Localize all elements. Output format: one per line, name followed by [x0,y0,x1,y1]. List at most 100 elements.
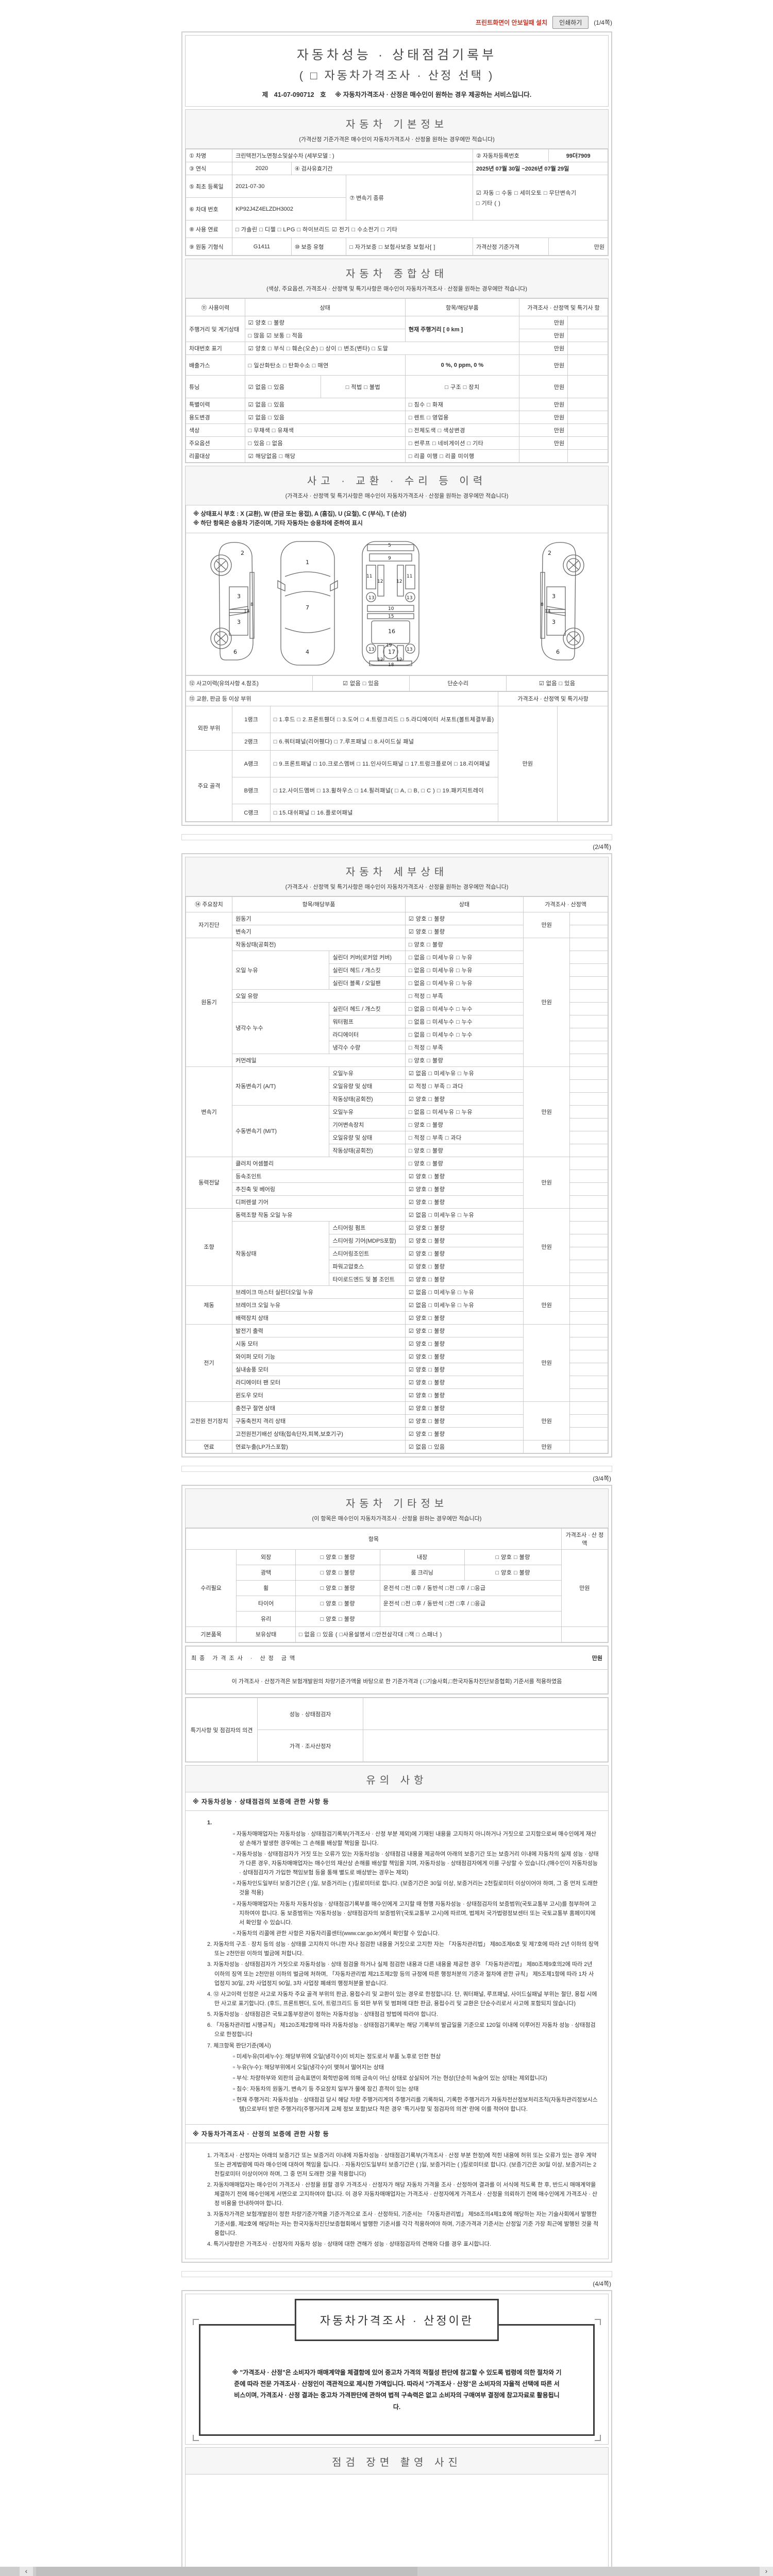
status-cell: ☑ 없음 □ 있음 [244,411,406,424]
note-cell [567,423,608,437]
base-price-cell: 만원 [548,238,608,256]
etc-title: 자동차 기타정보 [345,1498,448,1510]
notice-subtitle-2: ※ 자동차가격조사 · 산정의 보증에 관한 사항 등 [186,2124,608,2143]
status-cell: ☑ 양호 □ 불량 [405,1233,524,1247]
basic-title: 자동차 기본정보 [345,119,448,130]
horizontal-scrollbar[interactable]: ‹ › [0,2567,773,2576]
transmission-options-line1: ☑ 자동 □ 수동 □ 세미오토 □ 무단변속기 [476,190,577,196]
status-cell: ☑ 양호 □ 불량 [405,1092,524,1106]
note-cell [569,1053,608,1067]
panel-number: 6 [233,649,237,655]
panel-number: 4 [306,649,309,655]
status-cell: ☑ 없음 □ 있음 [405,1439,524,1453]
item-cell: 작동상태 [232,1221,330,1286]
item-cell: 연료누출(LP가스포함) [232,1439,406,1453]
scroll-left-arrow-icon[interactable]: ‹ [20,2567,33,2576]
page-marker-3: (3/4쪽) [593,1475,611,1482]
opinion-table: 특기사항 및 점검자의 의견 성능 · 상태점검자 가격 · 조사산정자 [185,1698,609,1762]
sub-item-cell: 실린더 블록 / 오일팬 [329,976,406,990]
scrollbar-thumb[interactable] [36,2567,417,2576]
note-cell [569,1014,608,1028]
final-price-block: 최종 가격조사 · 산정 금액 만원 이 가격조사 · 산정가격은 보험개발원의… [185,1645,609,1695]
status-cell: □ 있음 □ 없음 [244,436,406,450]
opinion-inspector-cell [362,1698,609,1731]
transmission-options-line2: □ 기타 ( ) [476,200,501,207]
note-cell [569,1040,608,1054]
rank-cell: C랭크 [232,803,271,822]
col-header: 가격조사 · 산정액 및 특기사항 [498,691,608,706]
panel-number: 6 [556,649,560,655]
note-cell [569,1272,608,1286]
overall-header: 자동차 종합상태 (색상, 주요옵션, 가격조사 · 산정액 및 특기사항은 매… [186,259,608,298]
note-cell [569,1182,608,1196]
corner-mark-icon [193,2434,199,2441]
status-cell: □ 1.후드 □ 2.프론트휀더 □ 3.도어 □ 4.트렁크리드 □ 5.라디… [270,705,499,733]
status-cell: ☑ 양호 □ 불량 [405,1324,524,1337]
notice-block: 유의 사항 ※ 자동차성능 · 상태점검의 보증에 관한 사항 등 1. ▫ 자… [185,1765,609,2259]
status-cell: □ 없음 □ 미세누유 □ 누유 [405,963,524,977]
price-cell [561,1626,609,1642]
sub-item-cell: 작동상태(공회전) [329,1092,406,1106]
status-cell: □ 양호 □ 불량 [295,1595,380,1612]
row-label: 단순수리 [409,675,507,691]
sub-item-cell: 스티어링 펌프 [329,1221,406,1234]
doc-no-prefix: 제 [262,91,268,98]
car-diagram: 2 3 3 8 14 6 1 7 4 5 9 11 11 12 [186,533,608,675]
section-accident-history: 사고 · 교환 · 수리 등 이력 (가격조사 · 산정액 및 특기사항은 매수… [185,466,609,822]
note-cell [569,1092,608,1106]
col-header: 항목/해당부품 [405,298,519,316]
item-cell: 배력장치 상태 [232,1311,406,1325]
note-cell [569,950,608,964]
notice-item: ▫ 현재 주행거리: 자동차성능 · 상태점검 당시 해당 차량 주행거리계의 … [233,2097,598,2113]
notice-subtitle-1: ※ 자동차성능 · 상태점검의 보증에 관한 사항 등 [186,1792,608,1811]
notice-item: ▫ 자동차인도일부터 보증기간은 ( )일, 보증거리는 ( )킬로미터로 합니… [233,1880,598,1896]
notice-item: ▫ 자동차매매업자는 자동차 자동차성능 · 상태점검기록부를 매수인에게 고지… [233,1901,597,1926]
status-cell: □ 없음 □ 미세누수 □ 누수 [405,1027,524,1041]
price-cell: 만원 [523,1439,570,1453]
notice-item: ▫ 부식: 차량하부와 외판의 금속표면이 화학반응에 의해 금속이 아닌 상태… [233,2075,547,2081]
accident-summary-table: ⑫ 사고이력(유의사항 4.참조) ☑ 없음 □ 있음 단순수리 ☑ 없음 □ … [186,675,608,691]
rank-cell: A랭크 [232,750,271,777]
vin-cell: KP92J4Z4ELZDH3002 [232,197,347,221]
row-label: 용도변경 [186,411,245,424]
item-cell: 내장 [379,1549,465,1565]
field-label: ① 차명 [185,149,233,162]
first-registration-cell: 2021-07-30 [232,175,347,198]
appraisal-intro-title: 자동차가격조사 · 산정이란 [294,2298,499,2341]
status-cell: □ 양호 □ 불량 [405,1053,524,1067]
status-cell: □ 양호 □ 불량 [405,1156,524,1170]
note-cell [569,1221,608,1234]
note-cell [567,342,608,355]
note-cell [569,911,608,925]
note-cell [567,398,608,411]
opinion-appraiser-cell [362,1730,609,1762]
page-2: 자동차 세부상태 (가격조사 · 산정액 및 특기사항은 매수인이 자동차가격조… [181,853,612,1458]
notice-item: ▫ 미세누유(미세누수): 해당부위에 오일(냉각수)이 비치는 정도로서 부품… [233,2053,441,2060]
item-cell: 작동상태(공회전) [232,937,406,951]
group-cell: 기본품목 [185,1626,237,1642]
note-cell [569,1324,608,1337]
corner-mark-icon [595,2434,601,2441]
sub-item-cell: 워터펌프 [329,1014,406,1028]
notice-body-2: 1. 가격조사 · 산정자는 아래의 보증기간 또는 보증거리 이내에 자동차성… [186,2143,608,2259]
field-label: ⑥ 차대 번호 [185,197,233,221]
item-cell: 오일 누유 [232,950,330,990]
col-header: 가격조사 · 산 정액 [561,1528,609,1550]
price-cell: 만원 [523,1208,570,1286]
notice-item: ▫ 자동차성능 · 상태점검자가 거짓 또는 오류가 있는 자동차성능 · 상태… [233,1851,599,1876]
fuel-options-cell: □ 가솔린 □ 디젤 □ LPG □ 하이브리드 ☑ 전기 □ 수소전기 □ 기… [232,220,608,238]
price-cell [518,449,568,463]
status-cell: ☑ 양호 □ 불량 [405,1401,524,1415]
emission-values-cell: 0 %, 0 ppm, 0 % [405,354,519,376]
scroll-right-arrow-icon[interactable]: › [760,2567,773,2576]
field-label: ⑤ 최초 등록일 [185,175,233,198]
status-cell: ☑ 양호 □ 불량 [405,1336,524,1350]
accident-title: 사고 · 교환 · 수리 등 이력 [307,476,487,487]
status-cell: □ 6.쿼터패널(리어휀다) □ 7.루프패널 □ 8.사이드실 패널 [270,732,499,751]
field-label: ⑦ 변속기 종류 [346,175,473,221]
price-cell: 만원 [561,1549,609,1627]
status-cell: ☑ 양호 □ 불량 [405,1375,524,1389]
print-button[interactable]: 인쇄하기 [552,15,589,29]
field-label: ⑩ 보증 유형 [291,238,347,256]
status-cell: ☑ 적정 □ 부족 □ 과다 [405,1079,524,1093]
